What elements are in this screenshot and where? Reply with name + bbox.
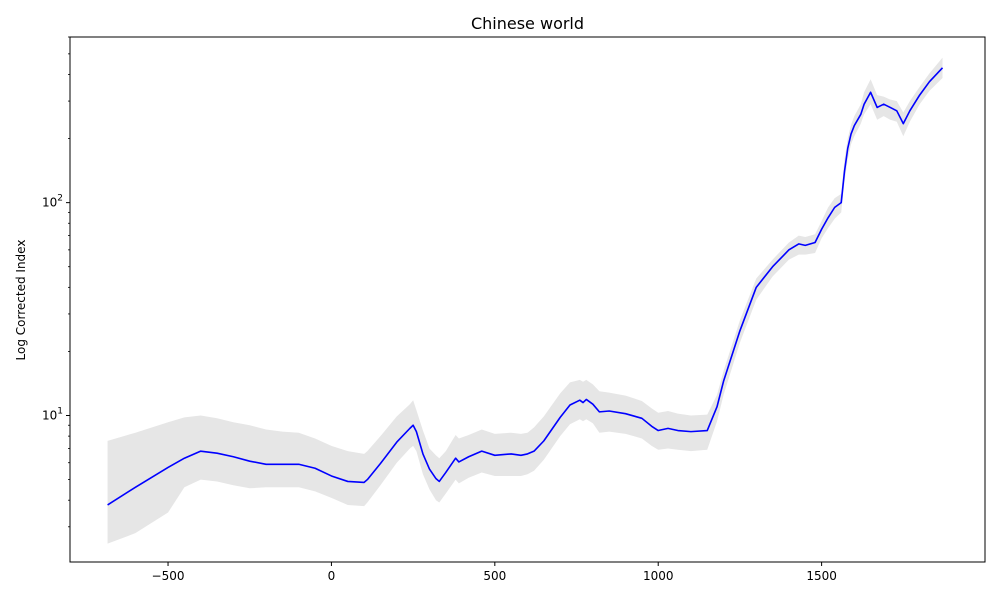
chart-title: Chinese world <box>471 14 584 33</box>
x-tick-label: −500 <box>152 569 185 583</box>
axes-layer: −500 0 500 1000 1500 101 102 <box>42 36 986 583</box>
plot-frame <box>69 36 986 563</box>
confidence-band <box>107 57 943 544</box>
y-tick-label: 101 <box>42 406 63 422</box>
x-tick-label: 1000 <box>643 569 674 583</box>
x-tick-label: 1500 <box>806 569 837 583</box>
x-tick-label: 500 <box>483 569 506 583</box>
x-tick-label: 0 <box>328 569 336 583</box>
y-tick-label: 102 <box>42 194 63 210</box>
series-line <box>107 67 944 506</box>
y-axis-label: Log Corrected Index <box>14 240 28 361</box>
series-line-layer <box>107 67 944 506</box>
confidence-band-layer <box>107 57 943 544</box>
